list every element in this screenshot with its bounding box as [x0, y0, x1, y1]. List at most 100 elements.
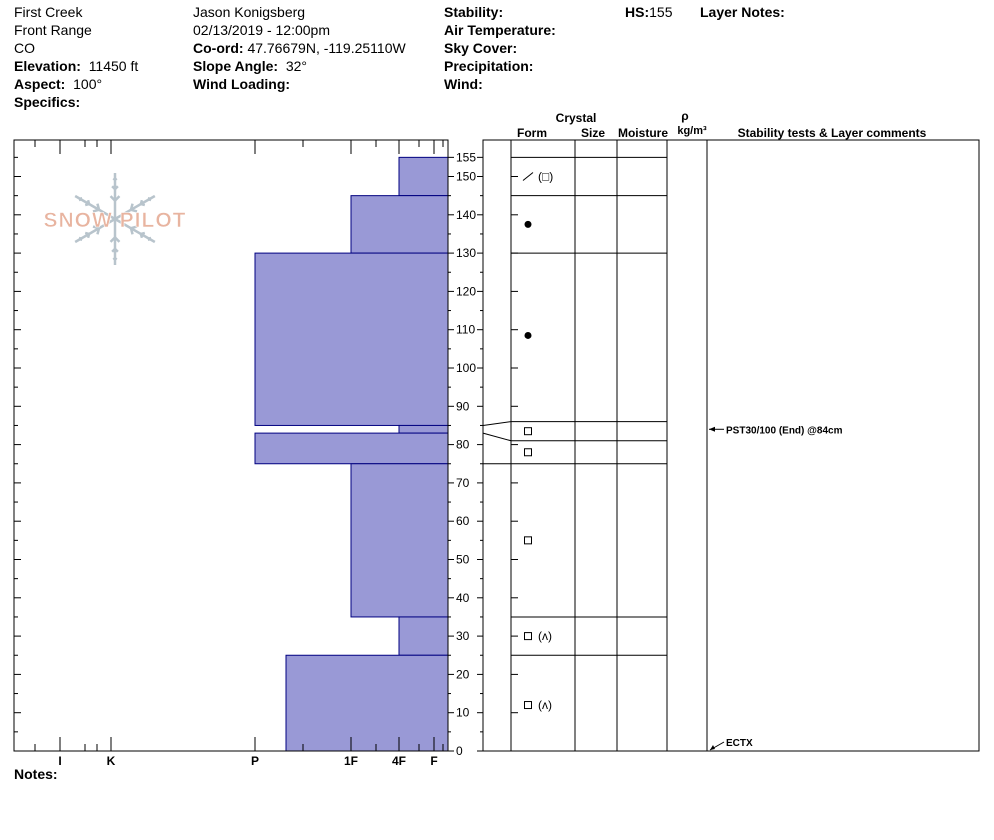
snowflake-branch	[140, 202, 146, 207]
snowflake-arm	[114, 194, 156, 221]
height-tick-label: 30	[456, 629, 470, 643]
wind-loading-label: Wind Loading:	[193, 76, 291, 92]
table-height-ticks	[511, 176, 518, 714]
hardness-axis-labels: I K P 1F 4F F	[58, 754, 437, 768]
specifics-row: Specifics:	[14, 93, 138, 111]
hardness-layer-bar	[254, 252, 449, 426]
hardness-tick-label: P	[251, 754, 259, 768]
elevation-label: Elevation:	[14, 58, 81, 74]
stability-test-label: ECTX	[726, 738, 753, 749]
height-tick-label: 130	[456, 246, 476, 260]
wind-loading-row: Wind Loading:	[193, 75, 406, 93]
faceted-crystal-icon	[524, 448, 532, 457]
hardness-layer-bar	[398, 616, 449, 656]
logo-text: SNOW PILOT	[44, 209, 187, 232]
hardness-layer-bar	[254, 432, 449, 465]
crystal-form-symbols: (□) (ʌ) (ʌ)	[522, 170, 553, 712]
layer-table-frame	[482, 139, 980, 752]
snowflake-branch	[130, 208, 138, 213]
snowflake-branch	[148, 236, 152, 240]
snowflake-branch	[96, 203, 101, 211]
snowflake-branch	[139, 233, 144, 239]
height-tick-label: 140	[456, 208, 476, 222]
height-tick-label: 40	[456, 591, 470, 605]
snowflake-branch	[140, 231, 146, 236]
left-minor-ticks	[14, 156, 21, 733]
sky-cover-label: Sky Cover:	[444, 40, 518, 56]
snowpilot-logo: SNOW PILOT	[43, 173, 187, 265]
snowflake-branch	[114, 195, 121, 202]
mountain-range: Front Range	[14, 22, 92, 38]
height-tick-label: 155	[456, 150, 476, 164]
hardness-layer-bar	[398, 424, 449, 434]
decomposed-crystal-icon	[522, 172, 534, 181]
air-temp-label: Air Temperature:	[444, 22, 556, 38]
secondary-crystal-form: (ʌ)	[538, 629, 552, 643]
layer-boundary-lines	[482, 156, 667, 656]
snowflake-branch	[148, 198, 152, 202]
location-name: First Creek	[14, 4, 83, 20]
height-tick-label: 90	[456, 399, 470, 413]
hardness-plot-frame	[13, 139, 449, 752]
col-header-rho: ρ	[681, 109, 688, 123]
hardness-tick-label: I	[58, 754, 61, 768]
height-tick-label: 50	[456, 553, 470, 567]
snowflake-branch	[92, 208, 100, 213]
hs-row: HS:155	[625, 3, 672, 21]
height-tick-label: 60	[456, 514, 470, 528]
col-header-moisture: Moisture	[618, 126, 668, 140]
secondary-crystal-form: (□)	[538, 170, 553, 184]
hardness-layer-bar	[350, 195, 449, 254]
height-tick-label: 120	[456, 284, 476, 298]
round-grain-icon	[524, 220, 532, 228]
height-tick-label: 10	[456, 706, 470, 720]
slope-value: 32°	[285, 58, 307, 74]
snowflake-branch	[114, 177, 118, 181]
stability-label: Stability:	[444, 4, 504, 20]
elevation-row: Elevation: 11450 ft	[14, 57, 138, 75]
aspect-row: Aspect: 100°	[14, 75, 138, 93]
snowflake-branch	[78, 198, 82, 202]
slope-row: Slope Angle: 32°	[193, 57, 406, 75]
col-header-crystal: Crystal	[556, 111, 597, 125]
hardness-tick-label: 4F	[392, 754, 406, 768]
observer-name: Jason Konigsberg	[193, 4, 306, 20]
round-grain-icon	[524, 331, 532, 339]
hardness-layer-bar	[285, 654, 449, 752]
hardness-layers	[254, 156, 449, 752]
snowflake-branch	[92, 225, 100, 230]
height-tick-label: 110	[456, 323, 475, 337]
snowflake-branch	[96, 227, 101, 235]
height-tick-label: 20	[456, 667, 470, 681]
test-arrow-head	[709, 426, 715, 432]
hardness-tick-label: K	[107, 754, 116, 768]
faceted-crystal-icon	[524, 632, 532, 641]
layer-notes-label: Layer Notes:	[700, 4, 785, 20]
snowflake-arm	[74, 217, 116, 244]
hardness-layer-bar	[398, 156, 449, 197]
precip-label: Precipitation:	[444, 58, 534, 74]
snowflake-branch	[79, 196, 83, 200]
snowflake-branch	[112, 257, 116, 261]
col-header-form: Form	[517, 126, 547, 140]
snowflake-branch	[111, 248, 116, 253]
aspect-label: Aspect:	[14, 76, 66, 92]
slope-label: Slope Angle:	[193, 58, 279, 74]
snowflake-branch	[109, 236, 116, 243]
height-tick-label: 70	[456, 476, 470, 490]
elevation-value: 11450 ft	[88, 58, 139, 74]
faceted-crystal-icon	[524, 427, 532, 436]
snowflake-branch	[147, 238, 151, 242]
stability-test-annotations: PST30/100 (End) @84cm ECTX	[709, 425, 843, 751]
height-tick-label: 80	[456, 438, 470, 452]
height-tick-label: 150	[456, 170, 476, 184]
snowflake-icon	[74, 173, 156, 265]
snowflake-branch	[129, 227, 134, 235]
snowflake-arm	[114, 217, 156, 244]
hardness-tick-label: F	[430, 754, 437, 768]
snowflake-branch	[114, 185, 119, 190]
coord-value: 47.76679N, -119.25110W	[247, 40, 406, 56]
coord-label: Co-ord:	[193, 40, 244, 56]
layer-connector-line	[482, 432, 512, 442]
